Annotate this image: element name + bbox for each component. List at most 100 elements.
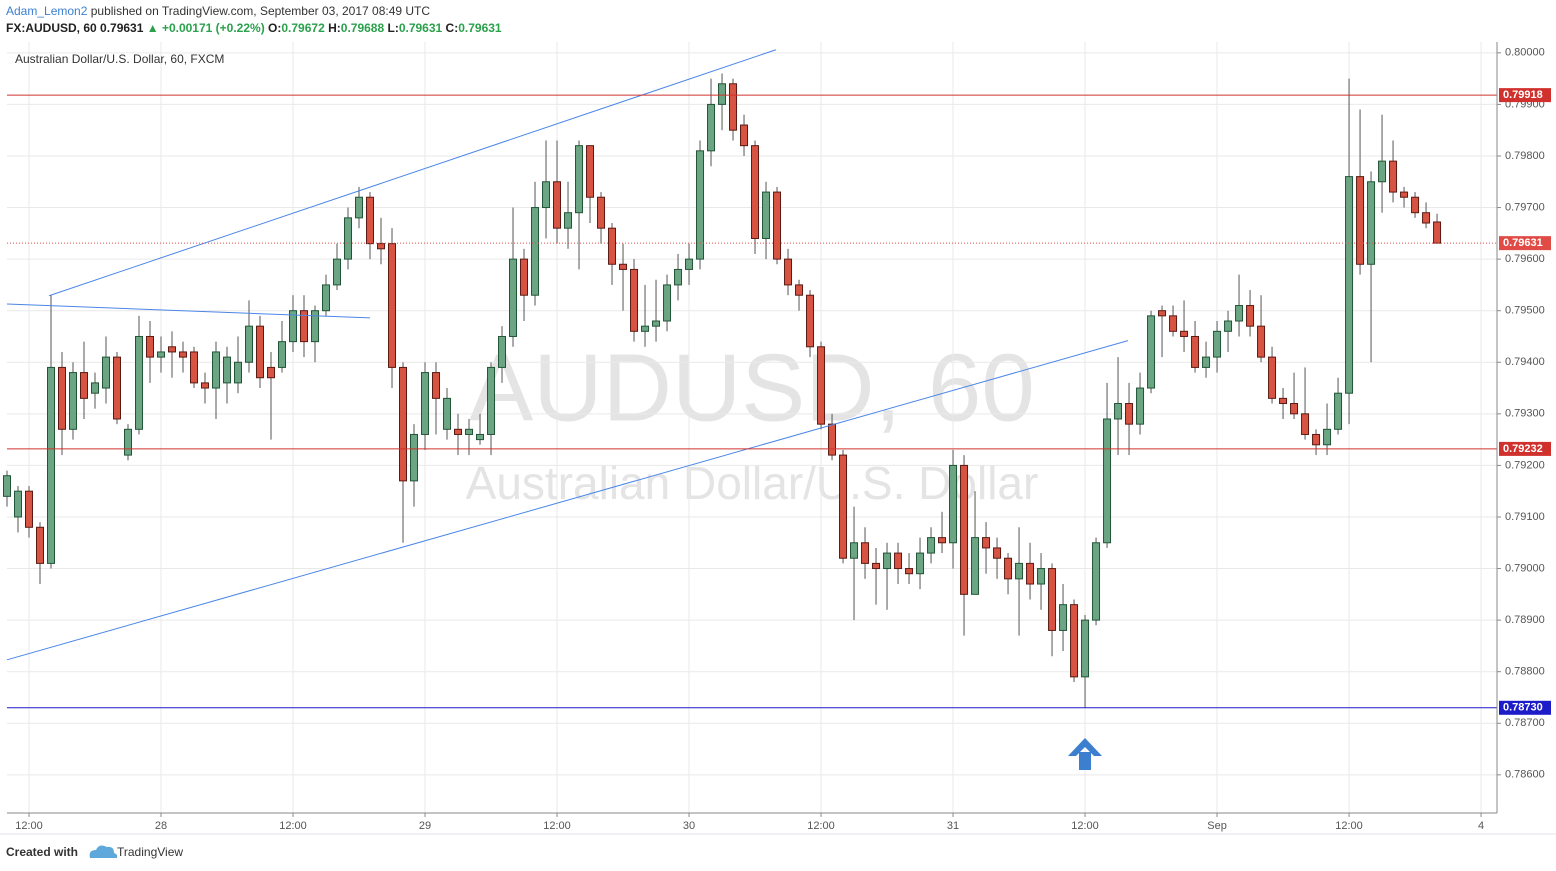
candle-body [553, 181, 562, 229]
candle-body [1169, 315, 1178, 332]
candle-body [91, 382, 100, 394]
candle-body [784, 258, 793, 286]
candle-body [740, 124, 749, 147]
candle-body [707, 103, 716, 152]
candle-body [80, 372, 89, 399]
candle-body [1268, 356, 1277, 399]
candle-body [1213, 330, 1222, 358]
brand-logo[interactable] [89, 845, 118, 858]
x-tick-label: 29 [419, 820, 431, 832]
y-tick-label: 0.80000 [1505, 47, 1545, 59]
candle-body [696, 150, 705, 260]
candle-body [531, 207, 540, 296]
candle-body [311, 310, 320, 343]
candle-body [267, 366, 276, 379]
candle-body [245, 325, 254, 363]
candle-body [1092, 542, 1101, 621]
y-tick-label: 0.79100 [1505, 511, 1545, 523]
candle-body [1202, 356, 1211, 368]
candle-body [1125, 403, 1134, 425]
candle-body [751, 145, 760, 239]
candle-body [322, 284, 331, 312]
candle-body [366, 196, 375, 245]
candle-body [69, 372, 78, 430]
candle-body [421, 372, 430, 435]
candle-body [1103, 418, 1112, 544]
c-val: 0.79631 [458, 21, 502, 35]
candle-body [190, 351, 199, 384]
candle-body [1015, 562, 1024, 580]
trend-line [48, 49, 777, 297]
candle-body [597, 196, 606, 229]
candle-body [982, 537, 991, 549]
candle-body [1257, 325, 1266, 358]
x-tick-label: 12:00 [15, 820, 43, 832]
x-tick-label: 12:00 [279, 820, 307, 832]
candle-body [476, 433, 485, 441]
candle-body [817, 346, 826, 425]
candle-body [289, 310, 298, 343]
candle-body [1048, 568, 1057, 631]
candle-body [3, 475, 11, 497]
candle-body [905, 568, 914, 575]
candle-body [1290, 403, 1299, 415]
l-val: 0.79631 [399, 21, 443, 35]
candle-body [773, 191, 782, 260]
candle-body [806, 294, 815, 348]
candle-body [278, 341, 287, 368]
candle-body [839, 454, 848, 559]
candle-body [25, 490, 34, 528]
candle-body [1004, 557, 1013, 580]
price-label-box [1499, 88, 1551, 103]
candle-body [300, 310, 309, 343]
x-tick-label: 28 [155, 820, 167, 832]
candle-body [1301, 413, 1310, 435]
l-key: L: [384, 21, 399, 35]
candle-body [124, 428, 133, 456]
candle-body [883, 552, 892, 570]
candle-body [157, 351, 166, 358]
candle-body [1334, 392, 1343, 430]
y-tick-label: 0.79800 [1505, 150, 1545, 162]
candle-body [1191, 335, 1200, 368]
price-label: 0.78730 [1503, 702, 1543, 714]
o-val: 0.79672 [281, 21, 325, 35]
footer-brand[interactable]: TradingView [117, 845, 183, 859]
price-label: 0.79631 [1503, 237, 1543, 249]
candle-body [1235, 305, 1244, 322]
candle-body [102, 356, 111, 389]
candle-body [1422, 212, 1431, 224]
c-key: C: [442, 21, 458, 35]
candle-body [223, 356, 232, 384]
change: ▲ +0.00171 (+0.22%) [147, 21, 265, 35]
candle-body [795, 284, 804, 296]
candle-body [762, 191, 771, 239]
up-arrow-annotation [1068, 738, 1102, 770]
candle-body [993, 547, 1002, 559]
y-tick-label: 0.79000 [1505, 562, 1545, 574]
candle-body [399, 366, 408, 482]
trend-line [6, 340, 1129, 661]
candle-body [333, 258, 342, 286]
candle-body [36, 526, 45, 564]
candle-body [1070, 604, 1079, 678]
candle-body [1037, 568, 1046, 585]
candle-body [971, 537, 980, 595]
candle-body [1400, 191, 1409, 198]
candle-body [1059, 604, 1068, 631]
x-tick-label: 12:00 [543, 820, 571, 832]
footer-created: Created with [6, 845, 78, 859]
chart-legend: Australian Dollar/U.S. Dollar, 60, FXCM [15, 52, 224, 66]
candle-body [685, 258, 694, 270]
y-tick-label: 0.79700 [1505, 201, 1545, 213]
candle-body [663, 284, 672, 322]
candle-body [1136, 387, 1145, 425]
author-link[interactable]: Adam_Lemon2 [6, 4, 88, 18]
x-tick-label: 12:00 [1335, 820, 1363, 832]
candle-body [443, 397, 452, 430]
y-tick-label: 0.78900 [1505, 614, 1545, 626]
candle-body [828, 423, 837, 456]
candle-body [344, 217, 353, 260]
